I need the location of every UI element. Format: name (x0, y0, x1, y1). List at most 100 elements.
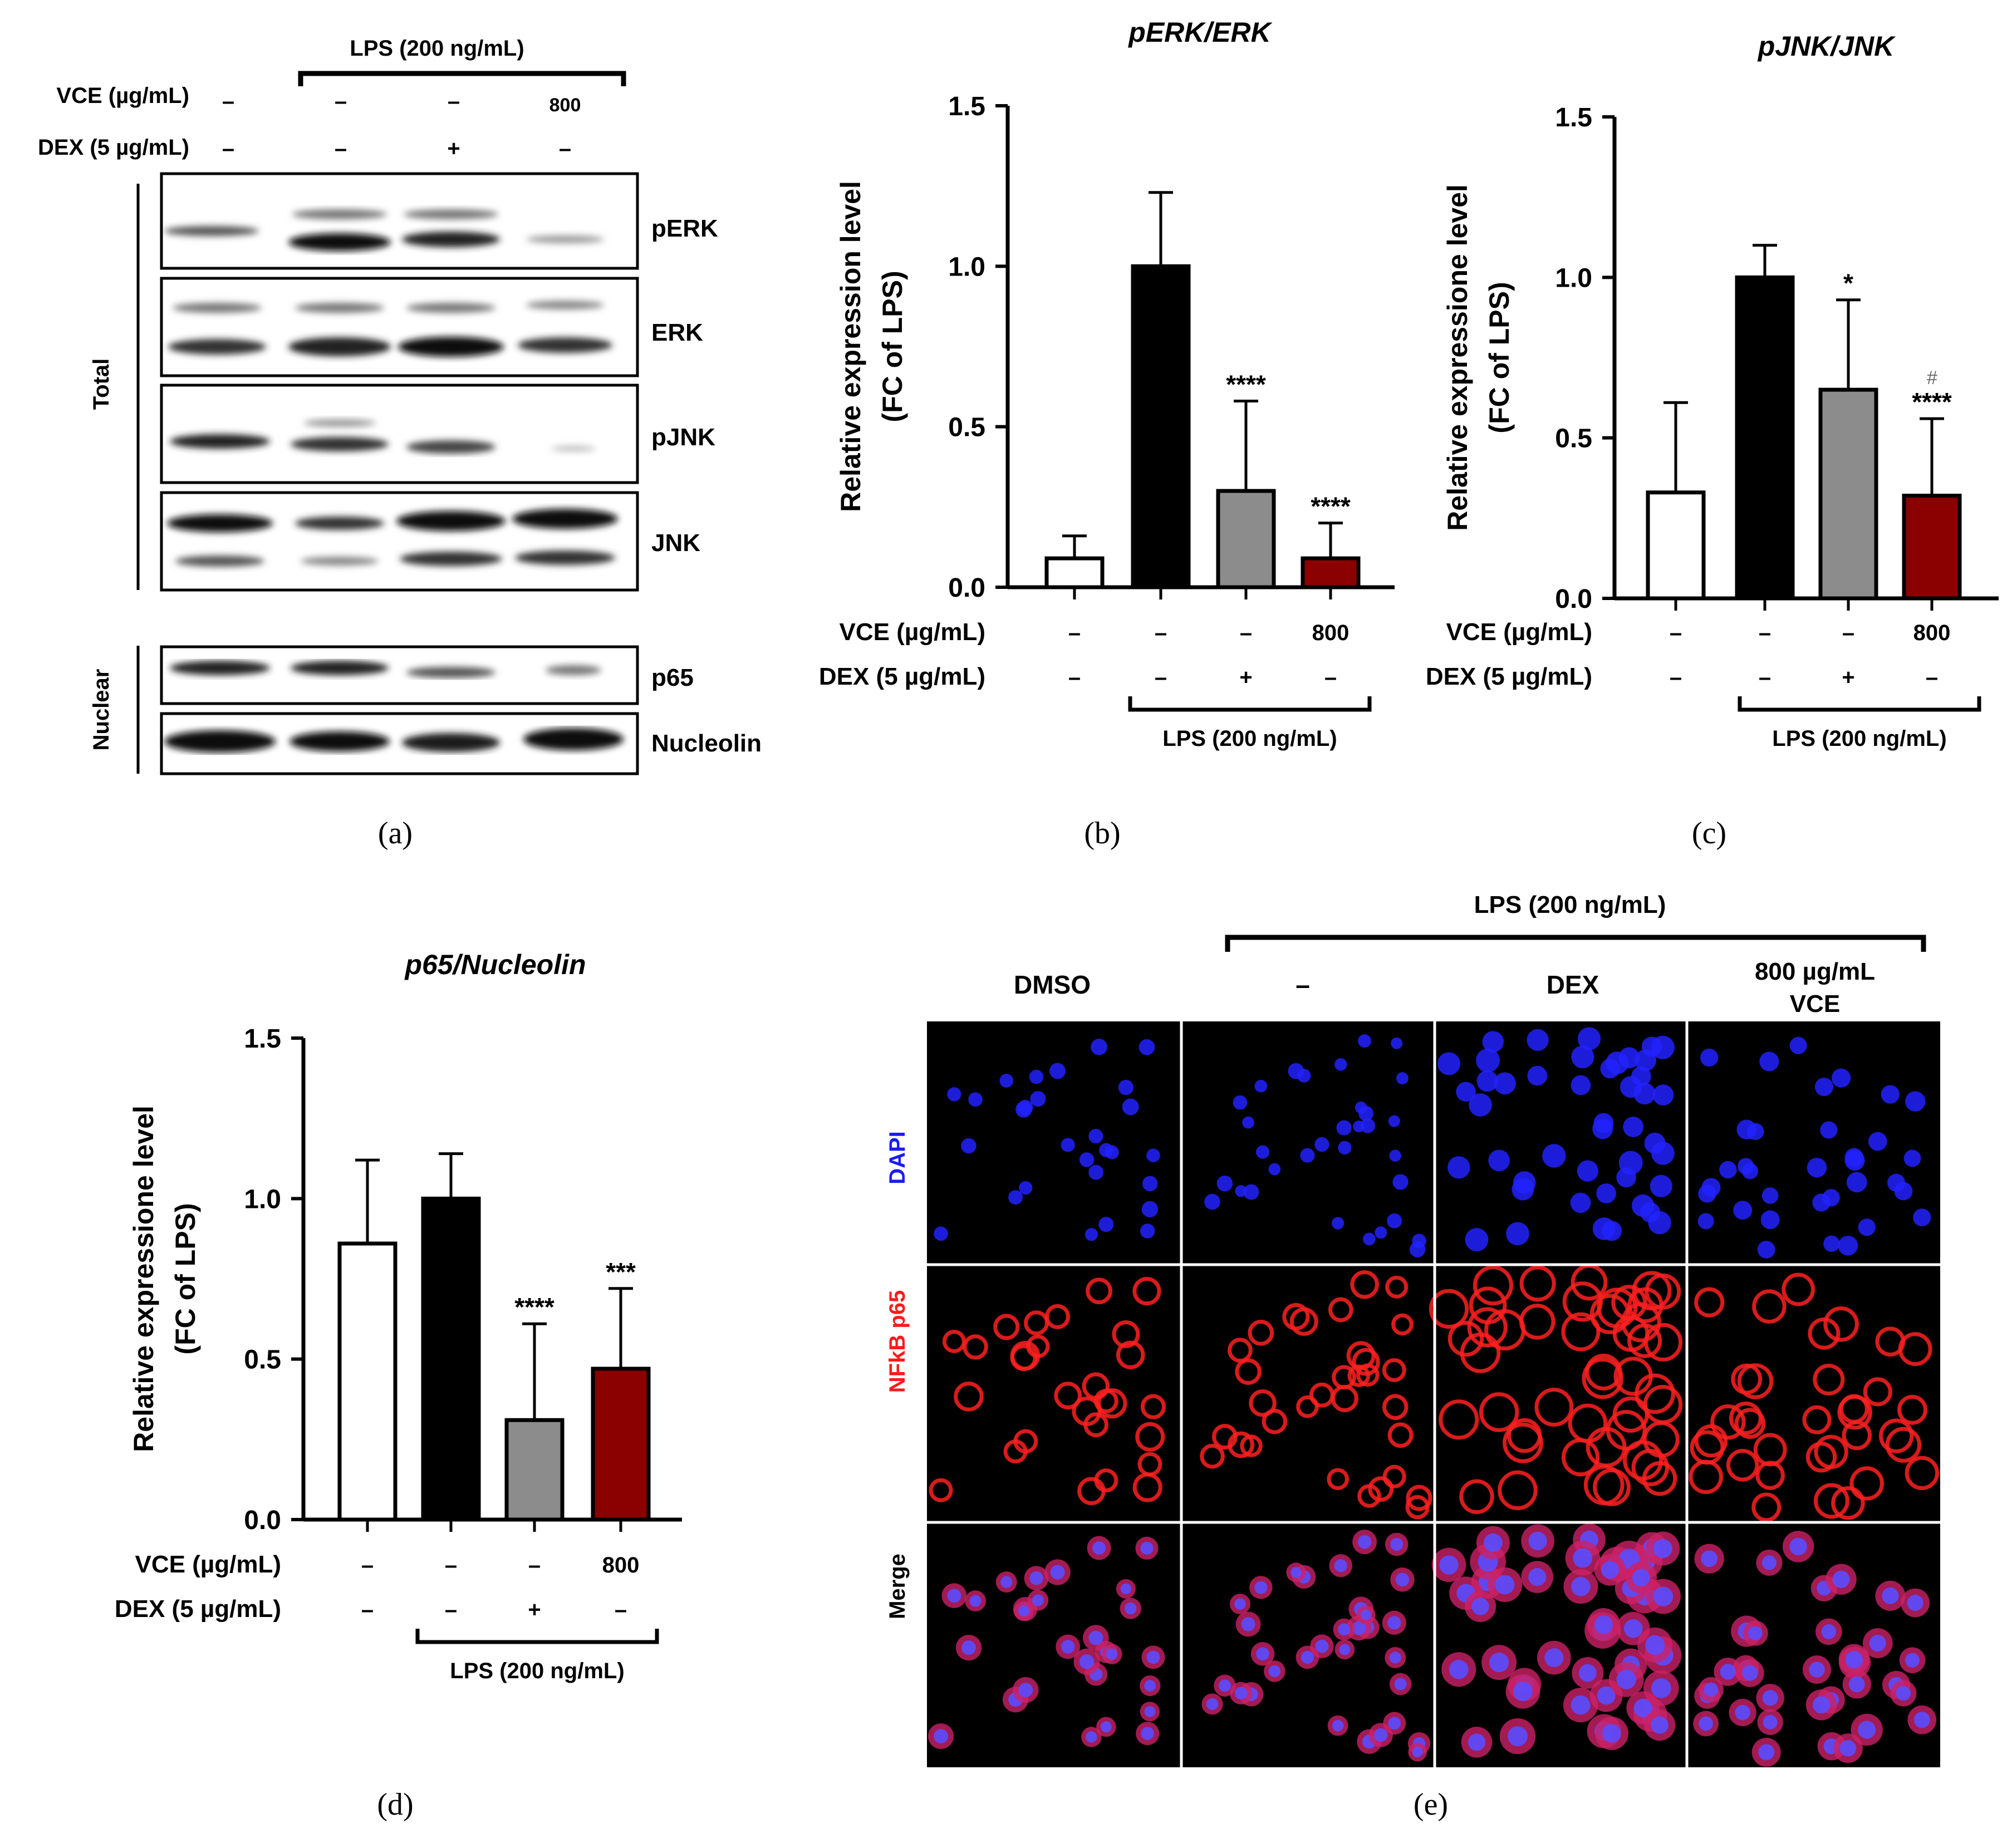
nucleus-dot (1118, 1079, 1134, 1095)
bar (591, 1367, 651, 1522)
cell-outline (1562, 1281, 1603, 1322)
merge-nucleus (934, 1729, 948, 1743)
nucleus-dot (1391, 1037, 1403, 1049)
nucleus-dot (1512, 1178, 1534, 1201)
merge-nucleus (1412, 1747, 1423, 1758)
merge-nucleus (1315, 1639, 1329, 1653)
significance-label: *** (606, 1257, 636, 1286)
cell-outline (1406, 1485, 1432, 1511)
blot-label: ERK (651, 319, 703, 346)
merge-nucleus (1268, 1665, 1281, 1678)
merge-nucleus (1338, 1623, 1351, 1636)
dex-label: DEX (5 µg/mL) (115, 1595, 281, 1623)
merge-nucleus (1633, 1698, 1652, 1717)
nuclear-label: Nuclear (89, 669, 114, 751)
merge-nucleus (1748, 1626, 1763, 1640)
nucleus-dot (1105, 1145, 1119, 1159)
merge-nucleus (1241, 1617, 1255, 1631)
nucleus-dot (1358, 1034, 1372, 1048)
nucleus-dot (1623, 1117, 1644, 1137)
merge-nucleus (1762, 1690, 1778, 1706)
nucleus-dot (1375, 1226, 1387, 1239)
significance-label: **** (1311, 492, 1351, 521)
nucleus-dot (1268, 1163, 1281, 1176)
merge-nucleus (1050, 1565, 1065, 1580)
nucleus-dot (1631, 1194, 1655, 1217)
caption-c: (c) (1692, 816, 1726, 851)
nucleus-dot (1358, 1105, 1374, 1121)
merge-nucleus (1571, 1695, 1591, 1715)
nucleus-dot (1288, 1063, 1304, 1079)
cell-outline (1802, 1405, 1832, 1434)
merge-nucleus (1471, 1598, 1489, 1615)
nucleus-dot (1079, 1152, 1095, 1167)
cell-outline (1805, 1441, 1837, 1473)
nucleus-dot (1085, 1228, 1098, 1241)
cell-outline (1382, 1464, 1406, 1488)
cell-outline (1849, 1466, 1885, 1501)
cell-outline (1382, 1358, 1406, 1382)
merge-nucleus (1812, 1696, 1831, 1714)
cell-outline (1568, 1403, 1608, 1443)
cell-outline (1459, 1479, 1494, 1515)
nucleus-dot (1456, 1082, 1476, 1102)
merge-nucleus (1653, 1586, 1674, 1606)
merge-nucleus (1704, 1682, 1719, 1697)
y-tick-label: 0.5 (244, 1345, 281, 1375)
merge-nucleus (1495, 1575, 1515, 1595)
dex-value: – (1068, 665, 1081, 690)
merge-nucleus (1334, 1559, 1347, 1572)
merge-nucleus (1088, 1630, 1103, 1645)
merge-nucleus (1357, 1535, 1372, 1549)
merge-nucleus (1390, 1537, 1404, 1551)
cell-outline (1309, 1382, 1334, 1408)
y-axis-label: Relative expression level (835, 181, 866, 512)
cell-outline (1249, 1389, 1277, 1417)
nucleus-dot (999, 1074, 1014, 1088)
cell-outline (1391, 1313, 1414, 1336)
nucleus-dot (947, 1087, 961, 1102)
nucleus-dot (1746, 1123, 1764, 1141)
nucleus-dot (1697, 1213, 1714, 1230)
nucleus-dot (1476, 1070, 1498, 1092)
cell-outline (1282, 1303, 1310, 1331)
cell-outline (1710, 1404, 1746, 1440)
cell-outline (1897, 1394, 1927, 1425)
merge-nucleus (1018, 1683, 1033, 1698)
merge-nucleus (961, 1640, 976, 1655)
nucleus-dot (1820, 1121, 1838, 1139)
nucleus-dot (1494, 1072, 1516, 1095)
micrograph-panel (1689, 1272, 1939, 1522)
dex-minus: – (222, 136, 234, 161)
merge-nucleus (1144, 1706, 1156, 1717)
nucleus-dot (1644, 1132, 1666, 1154)
cell-outline (1228, 1431, 1255, 1458)
vce-value: – (1155, 621, 1167, 645)
nucleus-dot (1482, 1031, 1504, 1053)
col-label: DMSO (1014, 970, 1091, 999)
col-label: – (1296, 970, 1310, 999)
cell-outline (1045, 1304, 1071, 1329)
cell-outline (1112, 1320, 1140, 1348)
nucleus-dot (1008, 1190, 1023, 1205)
col-label: VCE (1790, 990, 1840, 1018)
vce-minus: – (335, 89, 347, 114)
nucleus-dot (1913, 1208, 1931, 1227)
vce-value: 800 (1312, 621, 1350, 645)
nucleus-dot (1360, 1118, 1376, 1133)
merge-nucleus (1439, 1555, 1459, 1575)
merge-nucleus (1544, 1648, 1564, 1668)
nucleus-dot (1019, 1181, 1033, 1195)
row-label-dapi: DAPI (885, 1131, 910, 1185)
cell-outline (1460, 1333, 1501, 1373)
cell-outline (1643, 1385, 1683, 1424)
micrograph-panel (1429, 1264, 1683, 1515)
merge-nucleus (1651, 1678, 1671, 1698)
cell-outline (1645, 1273, 1681, 1310)
merge-nucleus (1699, 1716, 1713, 1731)
merge-nucleus (1092, 1541, 1106, 1555)
nucleus-dot (1015, 1101, 1032, 1118)
cell-outline (1726, 1449, 1759, 1482)
nucleus-dot (1844, 1148, 1864, 1167)
cell-outline (942, 1329, 966, 1353)
